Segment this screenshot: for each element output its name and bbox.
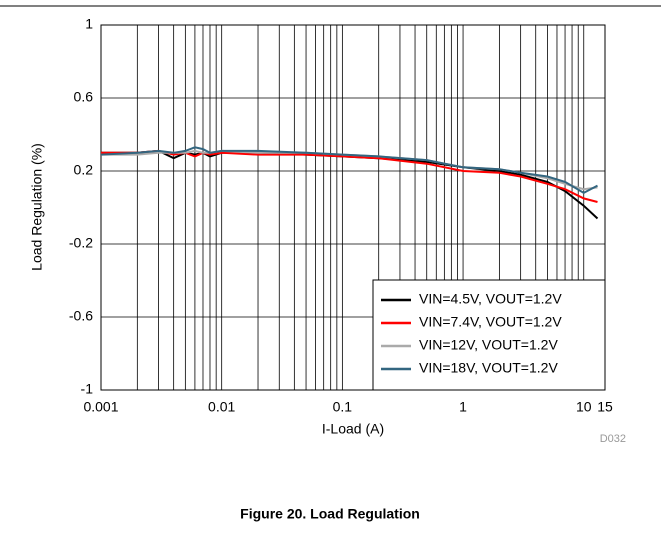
y-tick-label: -0.6: [69, 308, 93, 324]
y-tick-label: -1: [81, 381, 94, 397]
x-tick-label: 1: [459, 399, 467, 415]
y-tick-label: -0.2: [69, 235, 93, 251]
x-tick-label: 0.01: [208, 399, 235, 415]
legend-box: [372, 279, 606, 391]
y-axis-label: Load Regulation (%): [29, 143, 45, 271]
y-tick-label: 0.6: [74, 89, 94, 105]
x-tick-label: 0.1: [333, 399, 353, 415]
x-tick-label: 0.001: [83, 399, 118, 415]
series-line: [101, 149, 598, 203]
legend-label: VIN=7.4V, VOUT=1.2V: [419, 314, 562, 330]
y-tick-label: 1: [85, 16, 93, 32]
legend-label: VIN=4.5V, VOUT=1.2V: [419, 291, 562, 307]
legend-label: VIN=18V, VOUT=1.2V: [419, 360, 558, 376]
x-axis-label: I-Load (A): [322, 421, 384, 437]
plot-frame: [100, 24, 606, 391]
caption: Figure 20. Load Regulation: [240, 506, 420, 522]
y-tick-label: 0.2: [74, 162, 94, 178]
x-tick-label: 15: [597, 399, 613, 415]
series-line: [100, 146, 598, 195]
series-line: [101, 149, 599, 220]
x-tick-label: 10: [576, 399, 592, 415]
legend-label: VIN=12V, VOUT=1.2V: [419, 337, 558, 353]
code-label: D032: [600, 433, 626, 445]
